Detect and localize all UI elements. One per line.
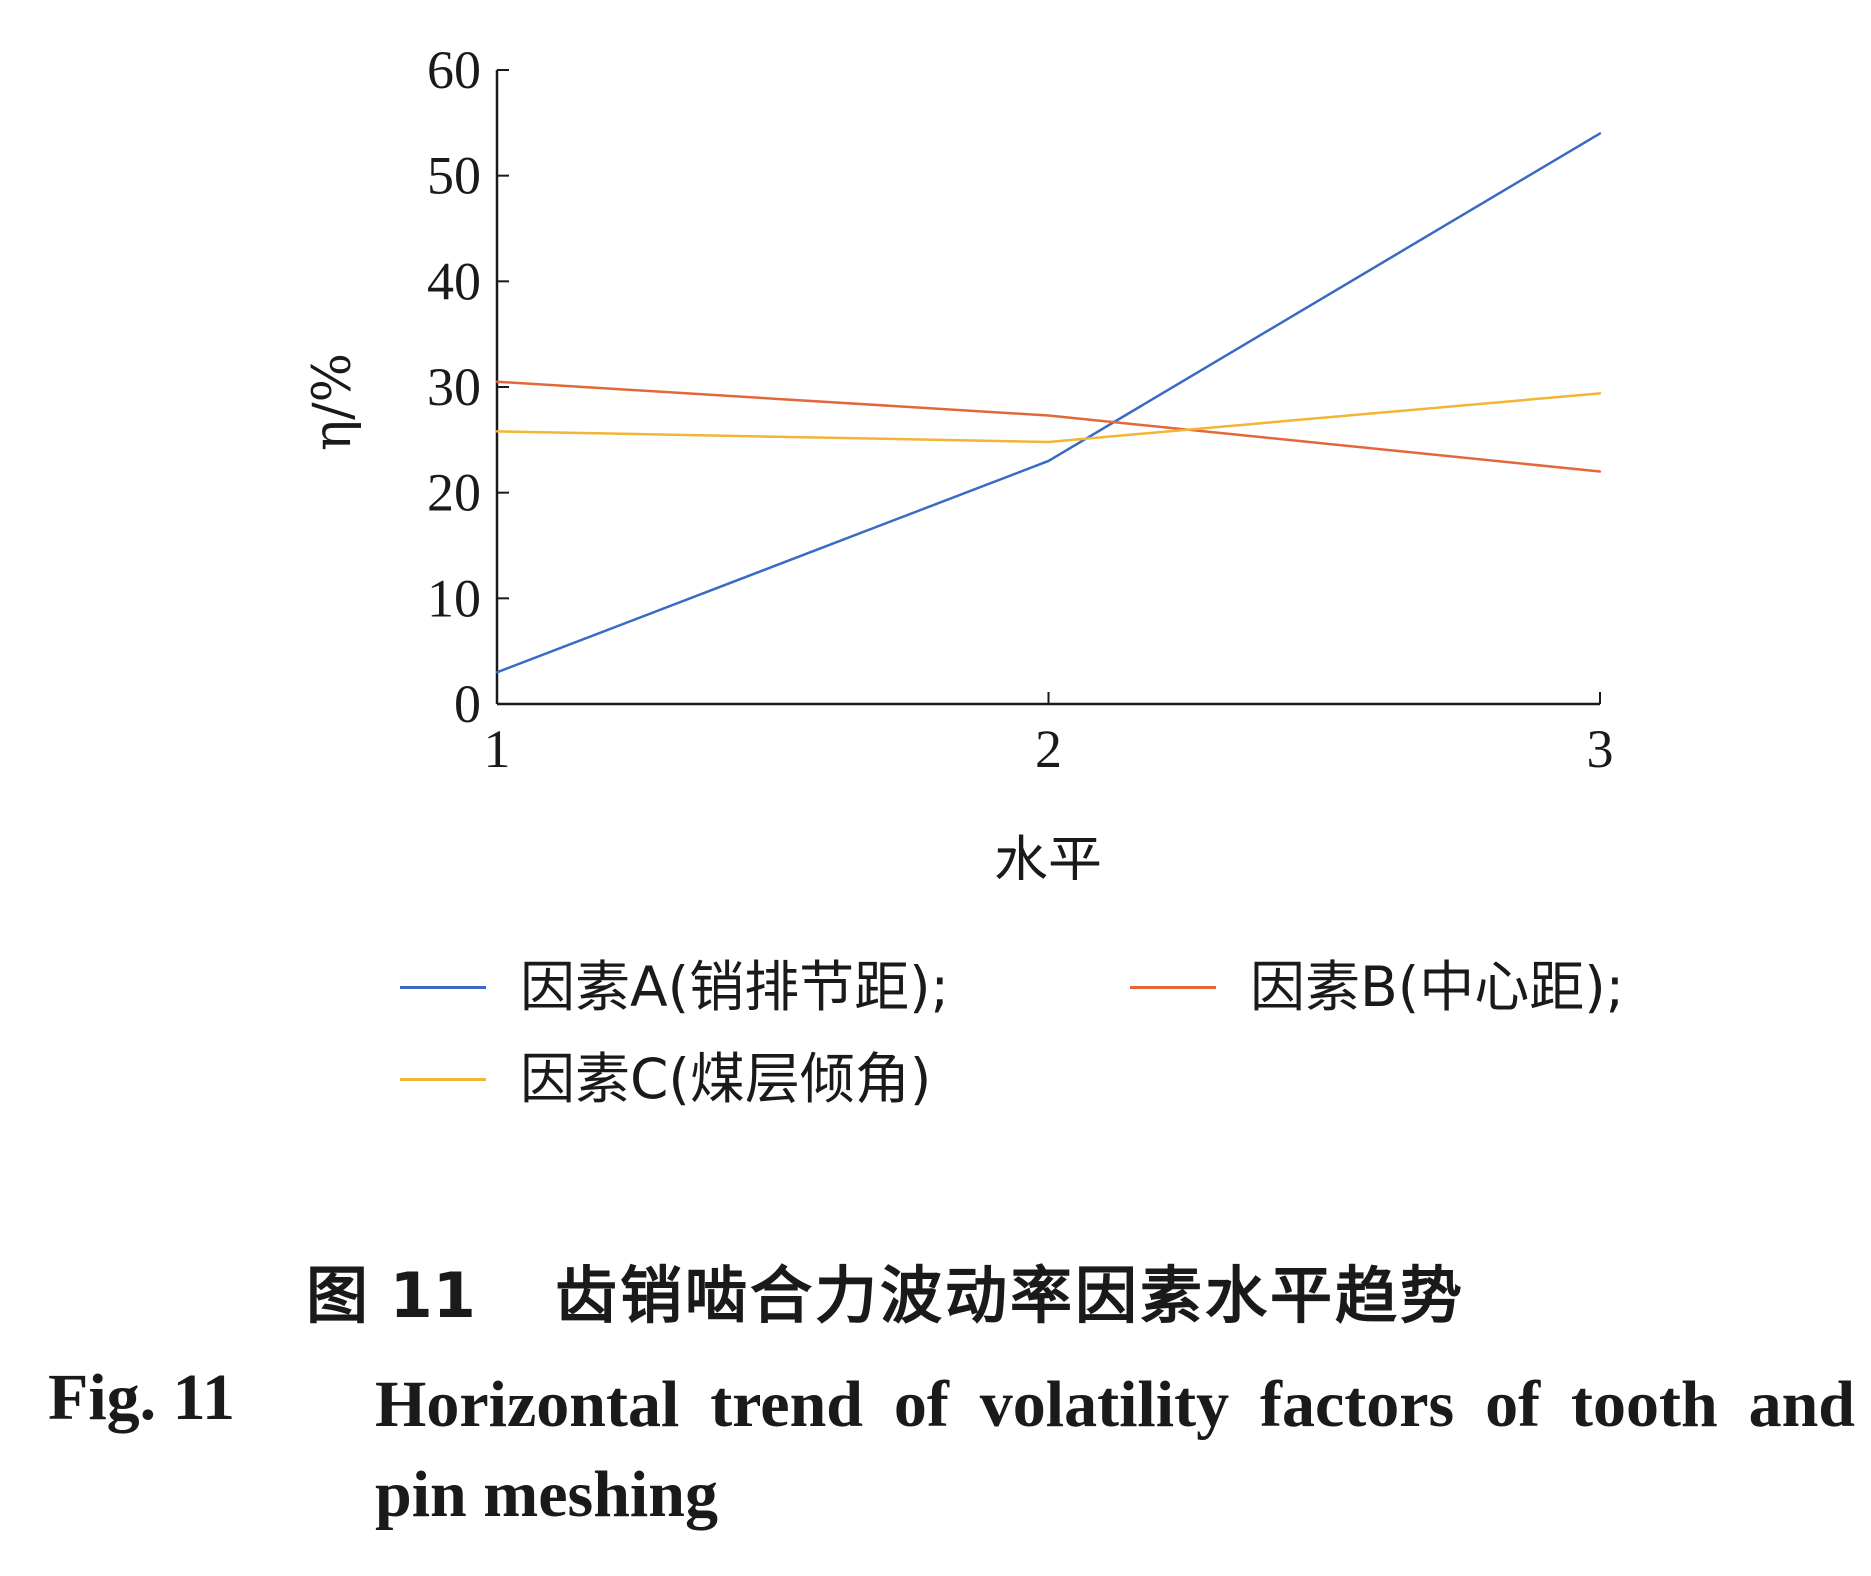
- line-chart: 0 10 20 30 40 50 60 1 2 3 水平 η/%: [303, 40, 1614, 880]
- y-tick-label-1: 10: [427, 568, 481, 628]
- series-line-a: [496, 132, 1601, 674]
- figure-caption-chinese: 图 11 齿销啮合力波动率因素水平趋势: [0, 1245, 1871, 1335]
- legend-swatch-b: [1130, 986, 1216, 989]
- legend-swatch-a: [400, 986, 486, 989]
- y-tick-label-5: 50: [427, 146, 481, 206]
- series-point-b-1: [1047, 414, 1050, 417]
- series-point-c-2: [1598, 392, 1602, 395]
- series-line-b: [496, 380, 1601, 473]
- legend-label-c: 因素C(煤层倾角): [520, 1047, 932, 1111]
- x-tick-label-2: 3: [1587, 719, 1614, 779]
- x-tick-label-1: 2: [1035, 719, 1062, 779]
- chart-legend: 因素A(销排节距); 因素B(中心距); 因素C(煤层倾角): [400, 960, 1850, 1140]
- figure-title-cn: 齿销啮合力波动率因素水平趋势: [555, 1259, 1466, 1332]
- legend-label-a: 因素A(销排节距);: [520, 955, 950, 1019]
- chart-series: [495, 132, 1602, 674]
- figure-title-en: Horizontal trend of volatility factors o…: [375, 1368, 1855, 1531]
- y-tick-label-4: 40: [427, 251, 481, 311]
- series-point-a-1: [1047, 459, 1050, 463]
- series-point-a-2: [1598, 132, 1602, 135]
- figure-number-en: Fig. 11: [48, 1361, 236, 1434]
- series-line-c: [496, 392, 1601, 444]
- y-tick-label-6: 60: [427, 40, 481, 100]
- legend-swatch-c: [400, 1078, 486, 1081]
- series-point-c-0: [495, 430, 499, 433]
- chart-ticks: 0 10 20 30 40 50 60 1 2 3: [427, 40, 1614, 779]
- series-point-a-0: [495, 671, 499, 674]
- x-axis-title: 水平: [994, 830, 1102, 880]
- y-tick-label-0: 0: [454, 674, 481, 734]
- figure-number-cn: 图 11: [306, 1259, 476, 1332]
- series-point-b-0: [495, 380, 499, 383]
- legend-label-b: 因素B(中心距);: [1250, 955, 1625, 1019]
- figure-caption-english: Fig. 11 Horizontal trend of volatility f…: [0, 1360, 1871, 1560]
- y-tick-label-3: 30: [427, 357, 481, 417]
- y-axis-title: η/%: [303, 353, 363, 451]
- series-point-c-1: [1047, 440, 1050, 444]
- y-tick-label-2: 20: [427, 463, 481, 523]
- x-tick-label-0: 1: [484, 719, 511, 779]
- legend-item-b: 因素B(中心距);: [1130, 960, 1624, 1015]
- legend-item-c: 因素C(煤层倾角): [400, 1052, 931, 1107]
- legend-item-a: 因素A(销排节距);: [400, 960, 949, 1015]
- series-point-b-2: [1598, 470, 1602, 473]
